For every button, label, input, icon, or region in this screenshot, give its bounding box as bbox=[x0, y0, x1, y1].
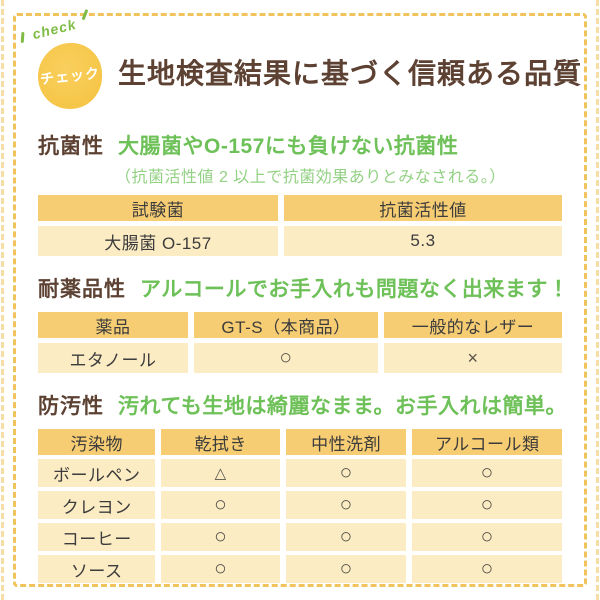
table-cell: △ bbox=[161, 459, 280, 487]
section-label: 耐薬品性 bbox=[38, 278, 126, 301]
table-cell: エタノール bbox=[38, 343, 188, 373]
table-header-cell: 試験菌 bbox=[38, 195, 278, 221]
page-title: 生地検査結果に基づく信頼ある品質 bbox=[118, 58, 583, 89]
section-heading: 抗菌性 大腸菌やO-157にも負けない抗菌性 bbox=[38, 130, 562, 160]
section-label: 抗菌性 bbox=[38, 135, 104, 158]
table-header-cell: 抗菌活性値 bbox=[284, 195, 562, 221]
tick-mark-icon bbox=[20, 31, 25, 44]
table-header-cell: 一般的なレザー bbox=[384, 312, 562, 338]
section-headline: アルコールでお手入れも問題なく出来ます！ bbox=[140, 278, 570, 301]
table-cell: ○ bbox=[285, 459, 407, 487]
section-antibacterial: 抗菌性 大腸菌やO-157にも負けない抗菌性 （抗菌活性値 2 以上で抗菌効果あ… bbox=[38, 130, 562, 256]
section-note: （抗菌活性値 2 以上で抗菌効果ありとみなされる。） bbox=[115, 169, 506, 186]
section-heading: 耐薬品性 アルコールでお手入れも問題なく出来ます！ bbox=[38, 273, 569, 303]
right-edge-stitch bbox=[596, 0, 599, 600]
antibacterial-table: 試験菌 抗菌活性値 大腸菌 O-157 5.3 bbox=[38, 195, 562, 256]
table-cell: ○ bbox=[194, 343, 378, 373]
section-heading: 防汚性 汚れても生地は綺麗なまま。お手入れは簡単。 bbox=[38, 390, 566, 420]
table-cell: ○ bbox=[285, 491, 407, 519]
table-cell: 大腸菌 O-157 bbox=[38, 226, 278, 256]
table-header-cell: 汚染物 bbox=[38, 429, 156, 455]
table-cell: ソース bbox=[38, 555, 156, 583]
table-cell: 5.3 bbox=[284, 226, 562, 256]
table-header-cell: GT-S（本商品） bbox=[194, 312, 378, 338]
table-cell: ○ bbox=[161, 491, 280, 519]
left-edge-stitch bbox=[1, 0, 4, 600]
check-handwritten-label: check bbox=[20, 9, 89, 44]
chemical-resistance-table: 薬品 GT-S（本商品） 一般的なレザー エタノール ○ × bbox=[38, 312, 562, 373]
table-cell: ○ bbox=[285, 523, 407, 551]
section-stain-resistance: 防汚性 汚れても生地は綺麗なまま。お手入れは簡単。 汚染物 乾拭き 中性洗剤 ア… bbox=[38, 390, 566, 583]
table-cell: ボールペン bbox=[38, 459, 156, 487]
table-cell: × bbox=[384, 343, 562, 373]
table-cell: ○ bbox=[412, 523, 562, 551]
table-header-cell: アルコール類 bbox=[412, 429, 562, 455]
section-headline: 大腸菌やO-157にも負けない抗菌性 bbox=[118, 135, 459, 158]
table-header-cell: 中性洗剤 bbox=[285, 429, 407, 455]
check-badge: check チェック bbox=[20, 9, 104, 109]
stain-resistance-table: 汚染物 乾拭き 中性洗剤 アルコール類 ボールペン △ ○ ○ クレヨン ○ ○… bbox=[38, 429, 562, 583]
content: check チェック 生地検査結果に基づく信頼ある品質 抗菌性 大腸菌やO-15… bbox=[20, 0, 581, 583]
header: check チェック 生地検査結果に基づく信頼ある品質 bbox=[20, 9, 581, 114]
table-cell: クレヨン bbox=[38, 491, 156, 519]
section-label: 防汚性 bbox=[38, 395, 104, 418]
tick-mark-icon bbox=[81, 9, 89, 21]
table-cell: ○ bbox=[161, 523, 280, 551]
table-cell: ○ bbox=[285, 555, 407, 583]
table-cell: ○ bbox=[412, 459, 562, 487]
table-header-cell: 乾拭き bbox=[161, 429, 280, 455]
table-cell: ○ bbox=[412, 491, 562, 519]
badge-circle-icon bbox=[38, 43, 102, 109]
table-cell: ○ bbox=[412, 555, 562, 583]
table-cell: コーヒー bbox=[38, 523, 156, 551]
section-chemical-resistance: 耐薬品性 アルコールでお手入れも問題なく出来ます！ 薬品 GT-S（本商品） 一… bbox=[38, 273, 569, 373]
table-cell: ○ bbox=[161, 555, 280, 583]
badge-label: チェック bbox=[39, 64, 101, 88]
section-headline: 汚れても生地は綺麗なまま。お手入れは簡単。 bbox=[118, 395, 567, 418]
table-header-cell: 薬品 bbox=[38, 312, 188, 338]
